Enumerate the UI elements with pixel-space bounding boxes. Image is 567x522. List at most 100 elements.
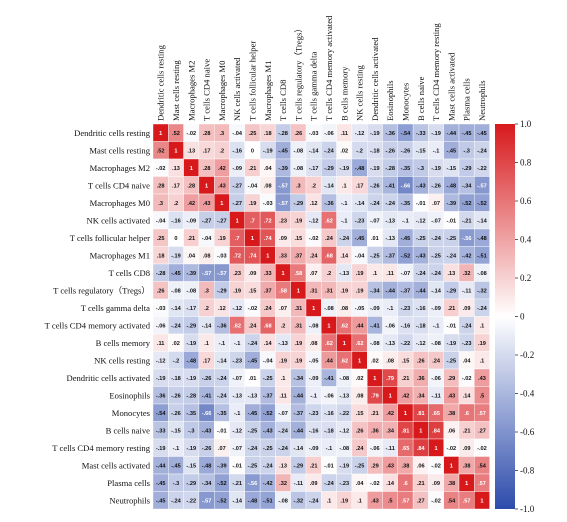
cell-value-label: -.35 [401,201,411,207]
cell-value-label: -.06 [431,376,441,382]
cell-value-label: .84 [417,446,426,452]
cell-value-label: -.23 [462,341,472,347]
row-label: Monocytes [112,408,151,418]
cell-value-label: -.44 [385,288,396,294]
cell-value-label: -.45 [401,236,411,242]
cell-value-label: -.08 [431,341,441,347]
row-label: Dendritic cells resting [74,128,151,138]
cell-value-label: .04 [264,166,273,172]
cell-value-label: -.02 [431,463,441,469]
cell-value-label: -.42 [462,253,472,259]
cell-value-label: -.36 [385,131,395,137]
cell-value-label: .58 [294,271,302,277]
cell-value-label: .24 [356,446,365,452]
cell-value-label: -.28 [278,131,288,137]
cell-value-label: .1 [357,498,362,504]
cell-value-label: -.13 [385,218,395,224]
cell-value-label: .12 [218,306,226,312]
cell-value-label: -.24 [278,446,289,452]
cell-value-label: .43 [386,463,394,469]
row-label: Neutrophils [109,495,150,505]
cell-value-label: -.25 [248,428,258,434]
colorbar-tick-label: 0.6 [520,196,532,206]
cell-value-label: -.14 [477,218,488,224]
cell-value-label: -.12 [355,131,365,137]
cell-value-label: .19 [218,236,226,242]
cell-value-label: -.26 [171,411,181,417]
cell-value-label: -.29 [217,288,227,294]
cell-value-label: .31 [325,288,333,294]
cell-value-label: -.35 [217,411,227,417]
cell-value-label: -.26 [385,148,395,154]
cell-value-label: -.36 [156,393,166,399]
cell-value-label: -.48 [248,498,258,504]
cell-value-label: -.14 [309,148,320,154]
row-label: T cells CD4 memory activated [45,320,151,330]
cell-value-label: -.41 [324,376,334,382]
cell-value-label: .11 [386,271,393,277]
cell-value-label: .08 [356,393,364,399]
cell-value-label: -.48 [186,358,196,364]
cell-value-label: -.09 [431,306,441,312]
cell-value-label: .07 [432,201,440,207]
column-label: Mast cells activated [446,52,456,121]
cell-value-label: .14 [264,341,273,347]
cell-value-label: .72 [233,253,241,259]
cell-value-label: .81 [417,411,425,417]
cell-value-label: .36 [417,376,425,382]
cell-value-label: -.11 [462,288,471,294]
cell-value-label: .32 [279,481,287,487]
colorbar-tick-label: 0.2 [520,273,531,283]
row-label: Mast cells resting [89,145,150,155]
column-label: Macrophages M0 [217,61,227,121]
cell-value-label: .09 [249,271,257,277]
cell-value-label: .15 [294,236,302,242]
cell-value-label: -.07 [232,446,242,452]
cell-value-label: -.02 [447,446,457,452]
cell-value-label: .62 [325,341,333,347]
cell-value-label: .09 [463,306,471,312]
colorbar: 1.0 0.8 0.6 0.4 0.2 0 -0.2 -0.4 -0.6 -0.8 -1.0 [495,119,535,514]
cell-value-label: -.34 [462,183,473,189]
cell-value-label: -.13 [339,271,349,277]
cell-value-label: -.19 [447,341,457,347]
cell-value-label: -.23 [401,306,411,312]
cell-value-label: -.18 [370,148,380,154]
cell-value-label: -.43 [416,253,426,259]
cell-value-label: -.08 [294,148,304,154]
cell-value-label: .62 [325,218,333,224]
cell-value-label: .42 [218,166,226,172]
cell-value-label: -.14 [232,498,243,504]
cell-value-label: 1 [266,253,269,259]
cell-value-label: -.52 [263,411,273,417]
cell-value-label: -.1 [234,411,241,417]
cell-value-label: -.57 [477,183,487,189]
cell-value-label: .08 [310,341,318,347]
cell-value-label: -.24 [370,201,381,207]
cell-value-label: .79 [371,393,379,399]
cell-value-label: -.33 [156,428,166,434]
cell-value-label: -.45 [477,131,487,137]
cell-value-label: .57 [478,411,486,417]
cell-value-label: -.45 [156,498,166,504]
cell-value-label: -.34 [370,288,381,294]
cell-value-label: .52 [157,148,165,154]
cell-value-label: -.37 [401,288,411,294]
cell-value-label: .06 [447,428,455,434]
cell-value-label: .13 [172,166,180,172]
cell-value-label: 1 [236,218,239,224]
cell-value-label: -.04 [355,253,366,259]
cell-value-label: .1 [327,498,332,504]
cell-value-label: -.22 [339,411,349,417]
cell-value-label: -.25 [416,236,426,242]
cell-value-label: .14 [463,393,472,399]
cell-value-label: -.02 [477,446,487,452]
cell-value-label: -.09 [309,376,319,382]
cell-value-label: -.54 [156,411,167,417]
cell-value-label: -.04 [263,358,274,364]
cell-value-label: .29 [447,376,455,382]
cell-value-label: -.14 [171,306,182,312]
cell-value-label: .12 [310,201,318,207]
cell-value-label: .19 [356,288,364,294]
cell-value-label: .2 [204,306,209,312]
